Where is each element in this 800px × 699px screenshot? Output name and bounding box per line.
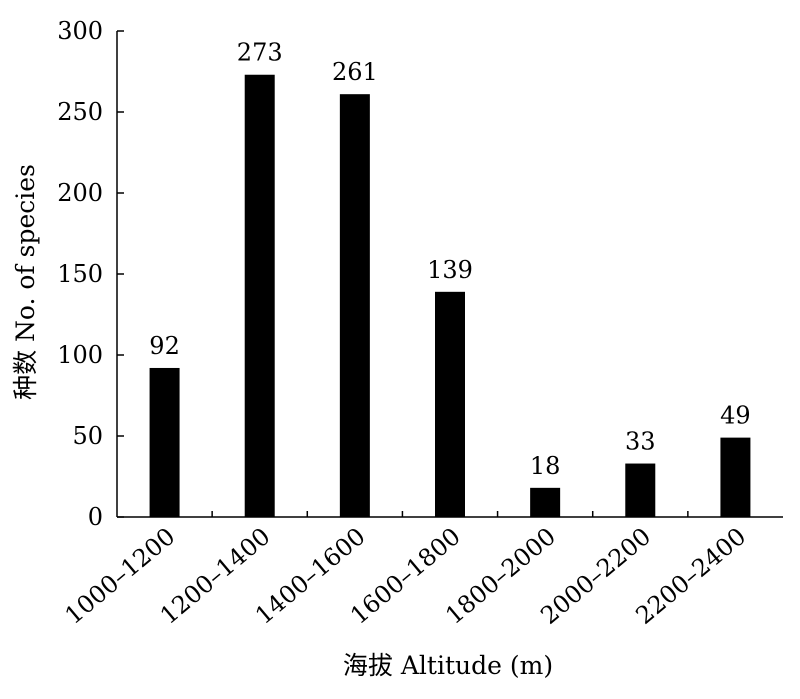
x-axis-title: 海拔 Altitude (m)	[343, 651, 553, 680]
bar	[435, 291, 465, 517]
bar	[339, 94, 370, 518]
y-tick-label: 50	[72, 422, 103, 450]
y-tick-label: 100	[57, 341, 103, 369]
y-tick-label: 250	[57, 98, 103, 126]
bar	[530, 487, 561, 517]
data-label: 261	[332, 58, 378, 86]
bar	[149, 367, 180, 517]
data-label: 33	[625, 428, 656, 456]
y-tick-label: 0	[88, 503, 103, 531]
y-axis-title: 种数 No. of species	[11, 164, 40, 400]
bar	[720, 437, 751, 517]
bar	[625, 463, 656, 517]
data-label: 273	[237, 39, 283, 67]
data-label: 49	[720, 402, 751, 430]
data-label: 92	[149, 332, 180, 360]
bars	[149, 74, 751, 518]
data-label: 18	[530, 452, 561, 480]
bar	[244, 74, 275, 518]
data-labels: 92 273 261 139 18 33 49	[149, 39, 750, 480]
y-axis-ticks: 0 50 100 150 200 250 300	[57, 17, 124, 531]
y-tick-label: 150	[57, 260, 103, 288]
y-tick-label: 200	[57, 179, 103, 207]
data-label: 139	[427, 256, 473, 284]
y-tick-label: 300	[57, 17, 103, 45]
x-axis-ticks: 1000–12001200–14001400–16001600–18001800…	[60, 511, 751, 630]
